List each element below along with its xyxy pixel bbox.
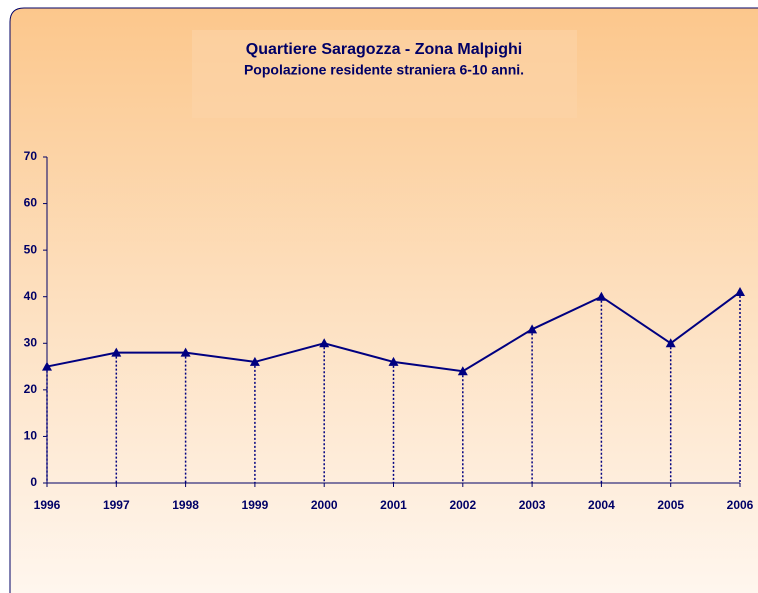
y-tick-label: 70 bbox=[24, 149, 38, 163]
data-marker bbox=[319, 338, 330, 348]
data-marker bbox=[735, 287, 745, 297]
x-tick-label: 1997 bbox=[103, 498, 130, 512]
y-tick-label: 0 bbox=[30, 475, 37, 489]
y-tick-label: 40 bbox=[24, 289, 38, 303]
data-marker bbox=[111, 347, 122, 357]
y-tick-label: 60 bbox=[24, 196, 38, 210]
data-marker bbox=[596, 291, 607, 301]
x-tick-label: 2005 bbox=[657, 498, 684, 512]
data-marker bbox=[249, 356, 260, 366]
y-tick-label: 20 bbox=[24, 382, 38, 396]
y-tick-label: 10 bbox=[24, 429, 38, 443]
data-marker bbox=[42, 361, 52, 371]
x-tick-label: 2002 bbox=[449, 498, 476, 512]
x-tick-label: 2004 bbox=[588, 498, 615, 512]
x-tick-label: 1996 bbox=[34, 498, 61, 512]
chart-subtitle: Popolazione residente straniera 6-10 ann… bbox=[244, 62, 524, 78]
x-tick-label: 2001 bbox=[380, 498, 407, 512]
data-marker bbox=[388, 356, 399, 366]
x-tick-label: 2003 bbox=[519, 498, 546, 512]
data-marker bbox=[665, 338, 676, 348]
title-box bbox=[192, 30, 577, 118]
chart-border bbox=[9, 7, 758, 593]
x-tick-label: 2006 bbox=[727, 498, 754, 512]
x-tick-label: 2000 bbox=[311, 498, 338, 512]
y-tick-label: 30 bbox=[24, 335, 38, 349]
chart-title: Quartiere Saragozza - Zona Malpighi bbox=[246, 41, 523, 58]
data-marker bbox=[527, 324, 538, 334]
x-tick-label: 1999 bbox=[242, 498, 269, 512]
chart-background bbox=[10, 8, 758, 593]
data-marker bbox=[180, 347, 191, 357]
data-marker bbox=[457, 366, 468, 376]
x-tick-label: 1998 bbox=[172, 498, 199, 512]
y-tick-label: 50 bbox=[24, 242, 38, 256]
